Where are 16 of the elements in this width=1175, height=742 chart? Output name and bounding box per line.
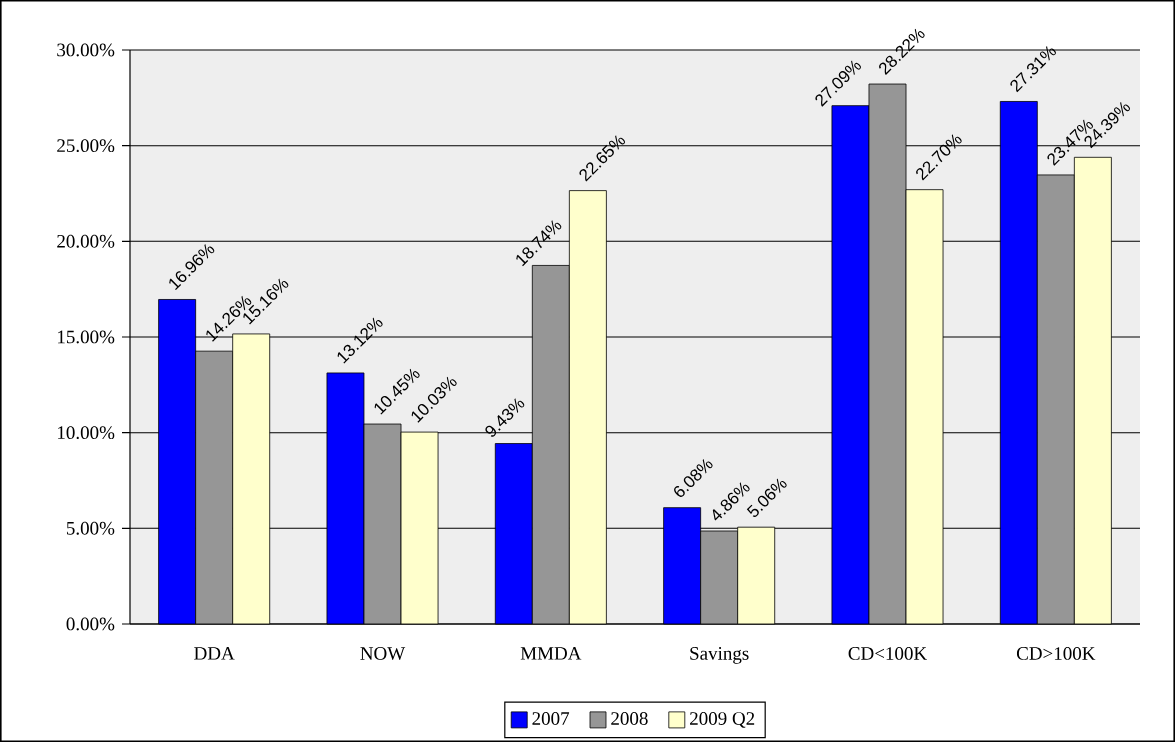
legend-label: 2008 [611,712,648,725]
y-tick-label: 25.00% [57,139,115,153]
x-tick-label: CD>100K [1016,647,1096,660]
y-tick-label: 5.00% [66,521,115,535]
x-tick-label: MMDA [520,647,582,660]
x-tick-label: DDA [194,647,235,660]
x-tick-label: NOW [360,647,406,660]
legend-label: 2009 Q2 [690,712,755,728]
y-tick-label: 20.00% [57,234,115,248]
legend-label: 2007 [532,712,570,725]
y-tick-label: 15.00% [58,330,115,344]
y-tick-label: 10.00% [58,426,115,440]
y-tick-label: 0.00% [66,617,115,631]
y-tick-label: 30.00% [57,43,115,57]
x-tick-label: Savings [690,647,749,664]
x-tick-label: CD<100K [848,647,927,660]
